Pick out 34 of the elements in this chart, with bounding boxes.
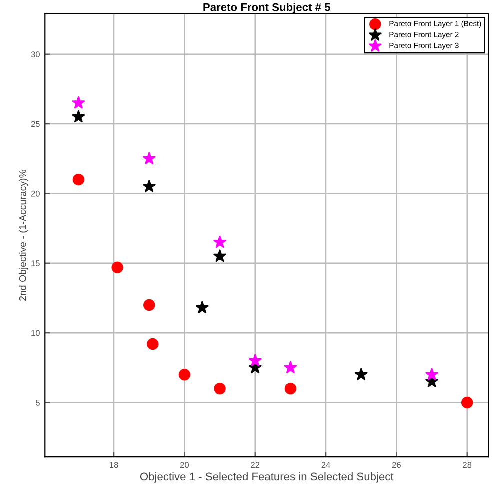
point	[354, 368, 368, 380]
x-tick-label: 22	[251, 462, 260, 468]
y-tick-label: 10	[32, 330, 40, 336]
x-tick-label: 18	[110, 462, 118, 468]
point	[196, 301, 209, 314]
point	[178, 369, 191, 381]
point	[142, 152, 156, 164]
y-tick-label: 5	[36, 400, 40, 406]
x-tick-label: 20	[180, 462, 190, 468]
point	[248, 354, 262, 366]
y-tick-label: 20	[31, 190, 40, 197]
point	[284, 382, 297, 395]
point	[147, 338, 159, 350]
point	[72, 110, 86, 123]
y-axis-title: 2nd Objective - (1-Accuracy)%	[19, 170, 28, 301]
point	[462, 396, 474, 409]
point	[426, 368, 438, 380]
point	[214, 250, 226, 262]
x-tick-label: 24	[322, 462, 330, 468]
y-tick-label: 25	[31, 121, 40, 128]
point	[72, 174, 85, 186]
x-tick-label: 26	[392, 462, 401, 468]
point	[214, 382, 226, 395]
chart-title: Pareto Front Subject # 5	[204, 3, 330, 14]
point	[112, 262, 124, 274]
y-tick-label: 15	[32, 260, 40, 266]
x-tick-label: 28	[463, 462, 472, 468]
point	[284, 361, 298, 374]
y-tick-label: 30	[31, 52, 40, 58]
point	[142, 180, 156, 192]
point	[214, 236, 226, 248]
x-axis-title: Objective 1 - Selected Features in Selected Subject	[140, 472, 394, 483]
point	[144, 299, 156, 312]
point	[72, 96, 86, 109]
